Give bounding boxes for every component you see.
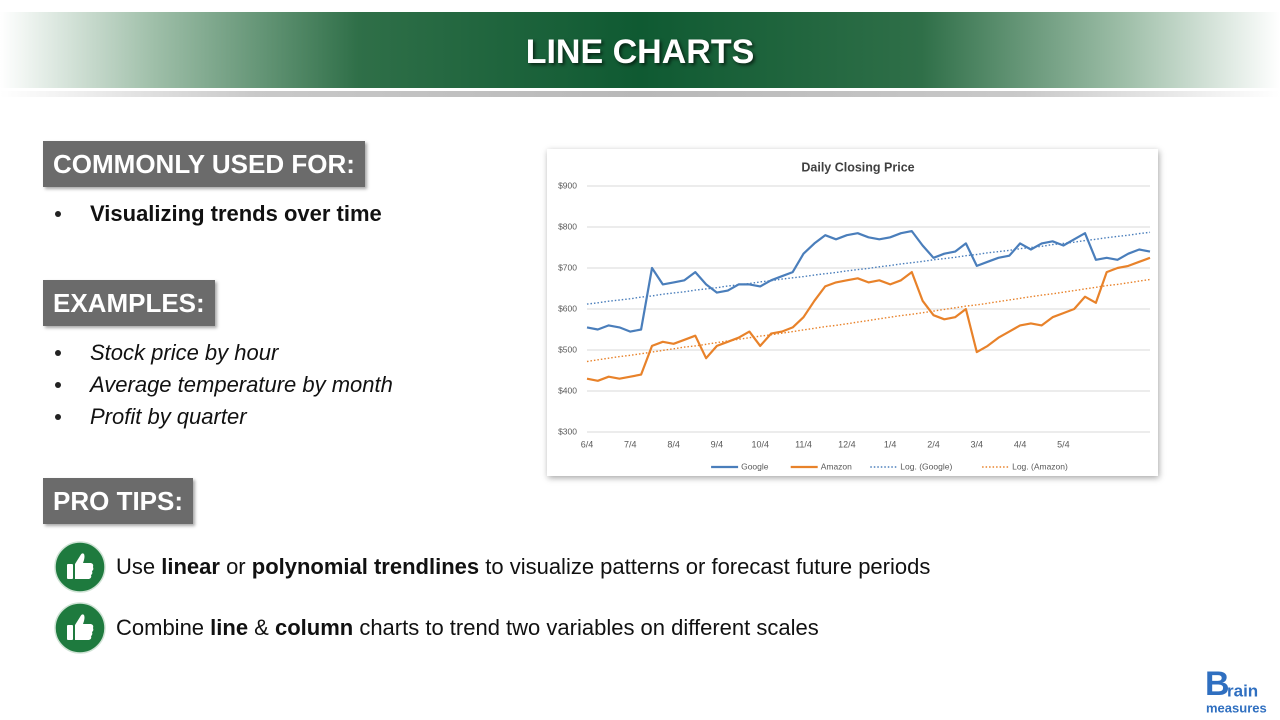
bullet	[55, 414, 61, 420]
tip-segment: or	[219, 554, 252, 579]
x-tick-label: 7/4	[624, 439, 637, 449]
logo-tagline: measures	[1206, 700, 1267, 715]
y-tick-label: $800	[558, 221, 577, 231]
tip-segment: Use	[116, 554, 162, 579]
x-tick-label: 3/4	[971, 439, 984, 449]
bullet-text: Visualizing trends over time	[90, 201, 382, 226]
slide-title: LINE CHARTS	[525, 33, 755, 71]
tip-segment: linear	[161, 554, 220, 579]
x-tick-label: 12/4	[838, 439, 856, 449]
section-heading: EXAMPLES:	[43, 280, 215, 326]
tip-text: Combine line & column charts to trend tw…	[116, 615, 819, 641]
x-tick-label: 5/4	[1057, 439, 1070, 449]
y-tick-label: $500	[558, 344, 577, 354]
bullet-text: Average temperature by month	[90, 372, 393, 397]
bullet-text: Stock price by hour	[90, 340, 279, 365]
logo-text: rain	[1227, 681, 1258, 700]
chart-frame: Daily Closing Price $300 $400 $500 $600 $700…	[547, 149, 1158, 476]
logo-letter: B	[1205, 665, 1230, 703]
tip-segment: polynomial trendlines	[251, 554, 480, 579]
x-tick-label: 10/4	[751, 439, 769, 449]
legend-label: Log. (Amazon)	[1012, 461, 1068, 471]
x-tick-label: 1/4	[884, 439, 897, 449]
x-tick-label: 8/4	[667, 439, 680, 449]
tip-segment: to visualize patterns or forecast future…	[479, 554, 931, 579]
x-tick-label: 11/4	[795, 439, 812, 449]
bullet	[55, 211, 61, 217]
tip-segment: line	[210, 615, 249, 640]
legend-label: Log. (Google)	[900, 461, 952, 471]
y-tick-label: $900	[558, 180, 577, 190]
tip-segment: &	[248, 615, 275, 640]
header-rule	[0, 91, 1280, 97]
section-heading: PRO TIPS:	[43, 478, 194, 524]
series-line	[586, 256, 1151, 382]
y-tick-label: $700	[558, 262, 577, 272]
tip-segment: charts to trend two variables on differe…	[353, 615, 819, 640]
x-tick-label: 2/4	[927, 439, 940, 449]
thumbs-up-icon	[54, 602, 106, 654]
series-line	[586, 231, 1151, 305]
x-tick-label: 9/4	[711, 439, 724, 449]
y-tick-label: $600	[558, 303, 577, 313]
header-band	[0, 12, 1280, 88]
series-line	[586, 278, 1151, 363]
bullet-text: Profit by quarter	[90, 404, 247, 429]
legend-label: Amazon	[821, 461, 852, 471]
chart-title: Daily Closing Price	[801, 160, 914, 174]
thumbs-up-icon	[54, 541, 106, 593]
x-tick-label: 4/4	[1014, 439, 1027, 449]
tip-segment: Combine	[116, 615, 211, 640]
y-tick-label: $300	[558, 426, 577, 436]
logo: B rain measures	[1205, 665, 1267, 715]
x-tick-label: 6/4	[581, 439, 594, 449]
bullet	[55, 350, 61, 356]
series-line	[586, 230, 1151, 333]
chart: Daily Closing Price $300 $400 $500 $600 $700…	[558, 160, 1151, 471]
y-tick-label: $400	[558, 385, 577, 395]
tip-text: Use linear or polynomial trendlines to v…	[116, 554, 930, 580]
tip-segment: column	[274, 615, 354, 640]
section-heading: COMMONLY USED FOR:	[43, 141, 365, 187]
legend-label: Google	[741, 461, 769, 471]
bullet	[55, 382, 61, 388]
